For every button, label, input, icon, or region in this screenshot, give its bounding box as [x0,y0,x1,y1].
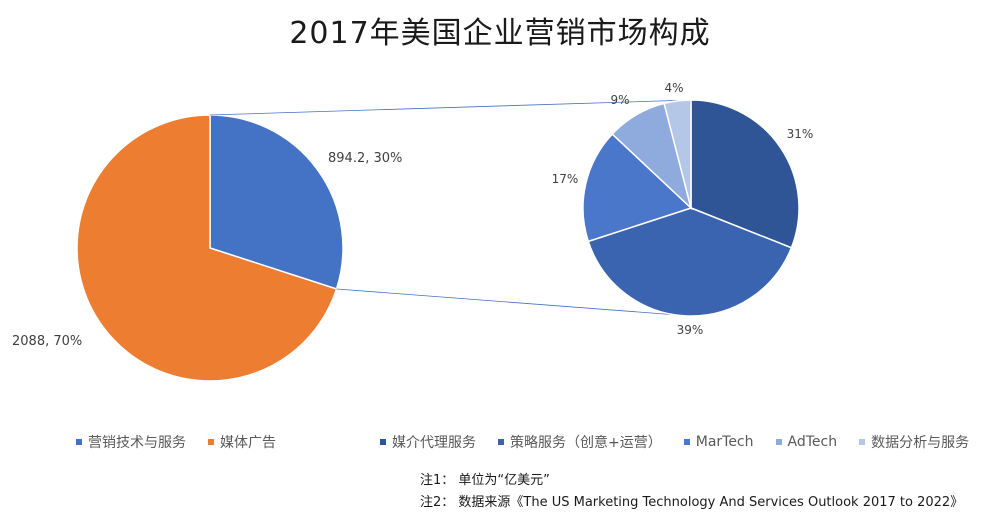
legend-item-detail-4: AdTech [775,434,838,450]
note-unit: 注1： 单位为“亿美元” [420,473,550,488]
legend-swatch [775,439,782,445]
legend-swatch [76,439,82,445]
legend-item-main-1: 营销技术与服务 [76,432,186,452]
data-label-1: 31% [787,127,814,141]
legend-label: 媒体广告 [220,435,276,451]
data-label-3: 17% [552,172,579,186]
connector-top [209,99,692,116]
connector-lines [209,99,692,317]
footnotes: 注1： 单位为“亿美元” 注2： 数据来源《The US Marketing T… [420,470,963,514]
legend-swatch [208,439,214,445]
main-pie: 894.2, 30% 2088, 70% [12,114,402,382]
legend-swatch [683,439,690,445]
legend-item-detail-5: 数据分析与服务 [859,432,969,452]
legend-detail-pie: 媒介代理服务 策略服务（创意+运营） MarTech AdTech 数据分析与服务 [380,432,991,452]
pie-slice-3 [582,133,693,243]
detail-pie: 31% 39% 17% 9% 4% [552,81,814,337]
pie-slice-1 [690,99,800,249]
legend-label: 策略服务（创意+运营） [510,435,662,451]
pie-slice-1 [209,114,344,290]
legend-item-detail-2: 策略服务（创意+运营） [498,432,662,452]
legend-swatch [859,439,866,445]
legend-main-pie: 营销技术与服务 媒体广告 [76,432,298,452]
connector-bottom [336,288,692,317]
data-label-5: 4% [664,81,683,95]
legend-label: 媒介代理服务 [392,435,476,451]
legend-label: 数据分析与服务 [871,435,970,451]
legend-label: MarTech [695,434,754,450]
chart-title: 2017年美国企业营销市场构成 [289,16,711,51]
legend-swatch [380,439,386,445]
legend-item-detail-1: 媒介代理服务 [380,432,476,452]
pie-slice-5 [663,99,692,209]
data-label-1: 894.2, 30% [328,151,402,166]
data-label-2: 2088, 70% [12,334,82,349]
legend-item-detail-3: MarTech [683,434,754,450]
data-label-4: 9% [610,93,629,107]
data-label-2: 39% [677,323,704,337]
pie-slice-2 [76,114,338,382]
legend-label: 营销技术与服务 [88,435,186,451]
legend-item-main-2: 媒体广告 [208,432,276,452]
legend-swatch [498,439,504,445]
note-source: 注2： 数据来源《The US Marketing Technology And… [420,495,964,510]
pie-slice-2 [587,207,793,317]
legend-label: AdTech [787,434,838,450]
